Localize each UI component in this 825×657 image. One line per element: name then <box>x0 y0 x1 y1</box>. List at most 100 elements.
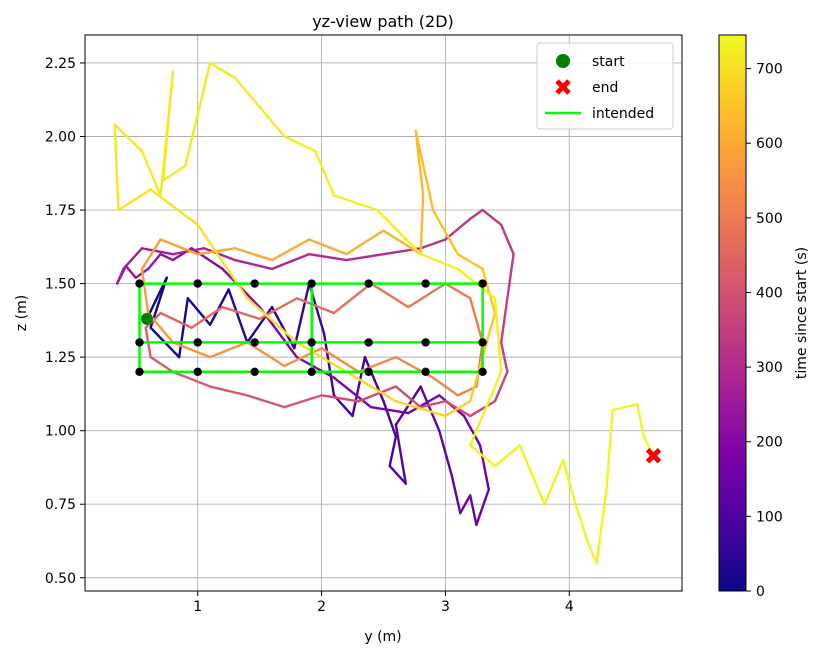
trajectory-segment <box>196 223 249 300</box>
waypoint-dot <box>478 279 487 288</box>
trajectory-segment <box>407 394 441 415</box>
y-tick-label: 0.75 <box>45 497 76 513</box>
trajectory-segment <box>233 247 274 262</box>
trajectory-segment <box>394 423 407 485</box>
trajectory-segment <box>506 252 515 300</box>
trajectory-segment <box>456 252 484 271</box>
trajectory-segment <box>283 135 317 153</box>
trajectory-segment <box>140 238 162 271</box>
trajectory-segment <box>122 247 144 271</box>
trajectory-segment <box>469 370 503 447</box>
trajectory-segment <box>469 494 478 527</box>
start-end-markers <box>140 312 662 464</box>
trajectory-segment <box>322 332 336 397</box>
colorbar-label: time since start (s) <box>794 247 810 379</box>
trajectory-segment <box>246 394 286 409</box>
trajectory-segment <box>345 229 385 256</box>
trajectory-segment <box>159 252 175 262</box>
trajectory-segment <box>233 76 261 109</box>
trajectory-segment <box>233 258 274 271</box>
trajectory-segment <box>351 355 367 418</box>
trajectory-segment <box>332 194 379 212</box>
colorbar-tick-label: 700 <box>756 62 783 78</box>
intended-line <box>138 282 484 374</box>
trajectory-segment <box>208 341 249 359</box>
trajectory-segment <box>295 341 348 374</box>
trajectory-segment <box>407 282 447 309</box>
trajectory-segment <box>493 370 509 403</box>
trajectory-segment <box>444 400 472 418</box>
trajectory-segment <box>270 238 311 262</box>
trajectory-path <box>113 61 655 565</box>
waypoint-dot <box>478 367 487 377</box>
trajectory-segment <box>414 129 435 212</box>
trajectory-segment <box>161 70 175 182</box>
waypoint-dot <box>193 367 202 377</box>
colorbar-tick-label: 400 <box>756 285 783 301</box>
chart-title: yz-view path (2D) <box>312 12 454 31</box>
trajectory-segment <box>394 400 447 418</box>
trajectory-segment <box>419 238 447 250</box>
trajectory-segment <box>444 217 472 241</box>
trajectory-segment <box>320 347 360 374</box>
colorbar-tick-label: 0 <box>756 584 765 600</box>
colorbar-bar <box>718 34 747 592</box>
trajectory-segment <box>283 394 323 409</box>
trajectory-segment <box>295 297 336 315</box>
legend-start-marker <box>556 54 570 68</box>
trajectory-segment <box>320 394 360 403</box>
trajectory-segment <box>332 376 373 409</box>
legend-start-label: start <box>592 54 625 70</box>
x-axis-ticks: 1 2 3 4 <box>193 591 574 615</box>
trajectory-segment <box>221 305 261 321</box>
x-tick-label: 2 <box>317 599 326 615</box>
waypoint-dot <box>250 279 259 288</box>
x-tick-label: 1 <box>193 599 202 615</box>
waypoint-dot <box>364 367 373 377</box>
trajectory-segment <box>208 61 237 79</box>
trajectory-segment <box>332 282 373 315</box>
trajectory-segment <box>177 297 190 359</box>
trajectory-segment <box>382 229 422 256</box>
trajectory-segment <box>493 444 521 468</box>
trajectory-segment <box>307 238 348 256</box>
trajectory-segment <box>444 282 472 300</box>
legend: start end intended <box>536 42 674 130</box>
trajectory-segment <box>208 288 230 326</box>
trajectory-segment <box>190 247 224 271</box>
trajectory-segment <box>459 494 472 515</box>
trajectory-segment <box>140 267 150 315</box>
legend-intended-label: intended <box>592 106 654 122</box>
waypoint-dot <box>250 338 259 347</box>
trajectory-segment <box>431 208 460 256</box>
trajectory-segment <box>438 429 453 476</box>
colorbar-ticks: 0 100 200 300 400 500 600 700 <box>746 62 783 600</box>
trajectory-segment <box>140 247 175 256</box>
trajectory-segment <box>481 311 497 359</box>
waypoint-dot <box>307 367 316 377</box>
colorbar-tick-label: 300 <box>756 360 783 376</box>
trajectory-segment <box>149 355 175 374</box>
trajectory-segment <box>246 305 274 344</box>
y-tick-label: 1.50 <box>45 277 76 293</box>
trajectory-segment <box>388 464 407 485</box>
x-axis-label: y (m) <box>364 629 401 645</box>
trajectory-segment <box>186 297 212 326</box>
waypoint-dot <box>478 338 487 347</box>
y-tick-label: 1.75 <box>45 203 76 219</box>
trajectory-segment <box>124 264 137 279</box>
trajectory-segment <box>388 435 398 468</box>
trajectory-segment <box>345 252 385 262</box>
waypoint-dot <box>193 338 202 347</box>
trajectory-segment <box>369 282 410 309</box>
trajectory-segment <box>357 385 398 403</box>
trajectory-segment <box>293 282 311 350</box>
trajectory-segment <box>202 247 237 262</box>
x-tick-label: 3 <box>441 599 450 615</box>
trajectory-segment <box>469 400 497 418</box>
trajectory-segment <box>574 503 590 544</box>
y-axis-ticks: 0.50 0.75 1.00 1.25 1.50 1.75 2.00 2.25 <box>45 56 85 587</box>
trajectory-segment <box>481 208 503 226</box>
colorbar-tick-label: 600 <box>756 136 783 152</box>
trajectory-segment <box>543 458 565 506</box>
